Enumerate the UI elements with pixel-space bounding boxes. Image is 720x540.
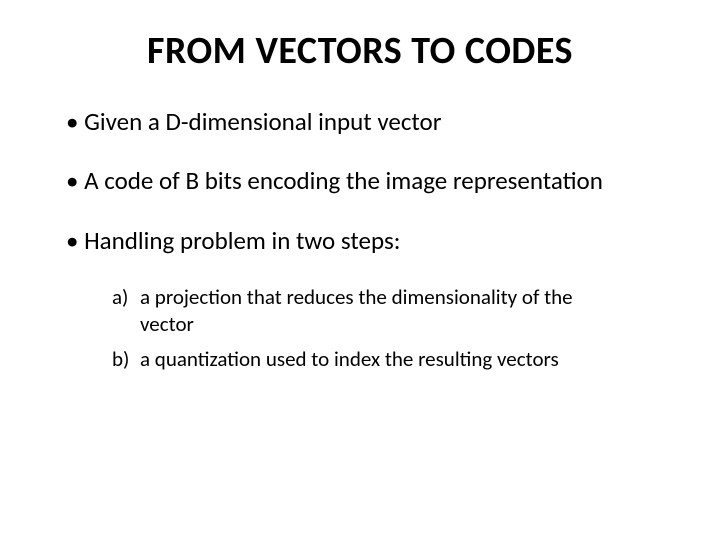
- sub-list-item: a) a projection that reduces the dimensi…: [112, 284, 620, 339]
- slide-container: FROM VECTORS TO CODES Given a D-dimensio…: [0, 0, 720, 540]
- bullet-item: Handling problem in two steps:: [66, 225, 660, 256]
- sub-list-item: b) a quantization used to index the resu…: [112, 346, 620, 373]
- slide-title: FROM VECTORS TO CODES: [60, 28, 660, 74]
- sub-list-marker: a): [112, 284, 140, 339]
- sub-list: a) a projection that reduces the dimensi…: [60, 284, 620, 374]
- bullet-list: Given a D-dimensional input vector A cod…: [60, 106, 660, 256]
- sub-list-text: a quantization used to index the resulti…: [140, 346, 620, 373]
- bullet-item: A code of B bits encoding the image repr…: [66, 165, 660, 196]
- sub-list-text: a projection that reduces the dimensiona…: [140, 284, 620, 339]
- sub-list-marker: b): [112, 346, 140, 373]
- bullet-item: Given a D-dimensional input vector: [66, 106, 660, 137]
